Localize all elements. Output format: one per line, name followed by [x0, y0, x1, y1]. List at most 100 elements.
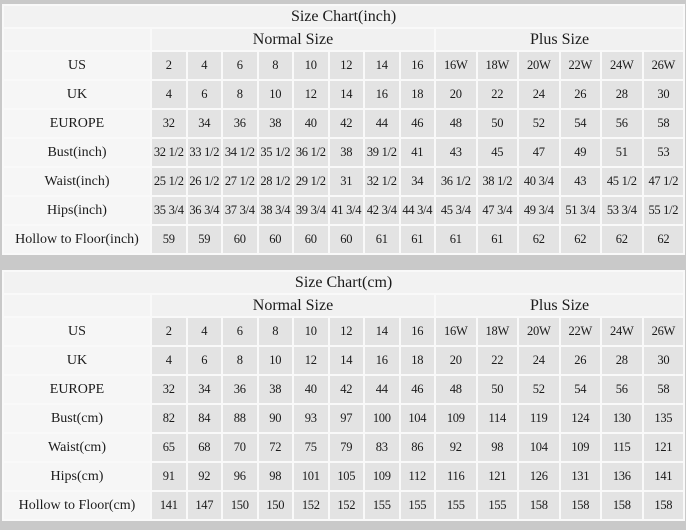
size-cell: 60: [256, 224, 294, 255]
size-cell: 6: [221, 50, 259, 81]
size-cell: 12: [292, 345, 330, 376]
size-cell: 55 1/2: [641, 195, 686, 226]
size-cell: 62: [600, 224, 644, 255]
row-label: Hollow to Floor(inch): [2, 224, 152, 255]
size-cell: 38: [256, 374, 294, 405]
size-cell: 27 1/2: [221, 166, 259, 197]
size-cell: 6: [221, 316, 259, 347]
size-cell: 36 1/2: [292, 137, 330, 168]
group-header-normal-size: Normal Size: [150, 27, 436, 52]
size-cell: 39 3/4: [292, 195, 330, 226]
size-cell: 97: [327, 403, 365, 434]
size-cell: 47 1/2: [641, 166, 686, 197]
size-cell: 158: [641, 490, 686, 521]
size-cell: 44: [363, 108, 401, 139]
size-cell: 16: [398, 50, 436, 81]
row-label: Bust(inch): [2, 137, 152, 168]
size-cell: 22W: [558, 50, 602, 81]
size-cell: 152: [292, 490, 330, 521]
size-cell: 155: [363, 490, 401, 521]
size-cell: 147: [185, 490, 223, 521]
row-label: Hollow to Floor(cm): [2, 490, 152, 521]
size-cell: 98: [256, 461, 294, 492]
size-cell: 33 1/2: [185, 137, 223, 168]
size-cell: 130: [600, 403, 644, 434]
table-title-row: Size Chart(inch): [1, 4, 686, 29]
size-cell: 83: [363, 432, 401, 463]
table-row: US 2 4 6 8 10 12 14 16 16W 18W 20W 22W 24W 26W: [2, 316, 686, 347]
size-cell: 49 3/4: [517, 195, 561, 226]
size-cell: 93: [292, 403, 330, 434]
size-cell: 43: [558, 166, 602, 197]
size-cell: 4: [185, 316, 223, 347]
size-cell: 24W: [600, 50, 644, 81]
size-cell: 88: [221, 403, 259, 434]
size-cell: 2: [150, 316, 188, 347]
size-cell: 58: [641, 374, 686, 405]
size-cell: 60: [327, 224, 365, 255]
size-cell: 158: [600, 490, 644, 521]
table-row: Hips(inch) 35 3/4 36 3/4 37 3/4 38 3/4 39 3/4…: [2, 195, 686, 226]
size-cell: 4: [185, 50, 223, 81]
size-cell: 100: [363, 403, 401, 434]
size-cell: 112: [398, 461, 436, 492]
size-cell: 92: [434, 432, 478, 463]
size-cell: 82: [150, 403, 188, 434]
size-cell: 39 1/2: [363, 137, 401, 168]
size-cell: 10: [256, 345, 294, 376]
size-cell: 32 1/2: [150, 137, 188, 168]
size-cell: 36: [221, 374, 259, 405]
size-cell: 34 1/2: [221, 137, 259, 168]
size-cell: 70: [221, 432, 259, 463]
size-cell: 12: [327, 50, 365, 81]
size-cell: 62: [517, 224, 561, 255]
size-cell: 46: [398, 374, 436, 405]
size-cell: 52: [517, 108, 561, 139]
size-cell: 53 3/4: [600, 195, 644, 226]
size-cell: 45 1/2: [600, 166, 644, 197]
size-cell: 28 1/2: [256, 166, 294, 197]
group-header-plus-size: Plus Size: [433, 293, 686, 318]
size-cell: 44: [363, 374, 401, 405]
size-cell: 61: [434, 224, 478, 255]
size-cell: 28: [600, 345, 644, 376]
size-cell: 18W: [475, 50, 519, 81]
size-cell: 155: [475, 490, 519, 521]
size-cell: 10: [292, 316, 330, 347]
size-cell: 14: [327, 345, 365, 376]
size-cell: 38 3/4: [256, 195, 294, 226]
size-cell: 36 3/4: [185, 195, 223, 226]
size-cell: 16W: [434, 50, 478, 81]
table-row: Bust(inch) 32 1/2 33 1/2 34 1/2 35 1/2 36 1/2…: [2, 137, 686, 168]
size-cell: 158: [517, 490, 561, 521]
size-cell: 59: [185, 224, 223, 255]
size-cell: 54: [558, 374, 602, 405]
size-cell: 84: [185, 403, 223, 434]
size-cell: 36 1/2: [434, 166, 478, 197]
size-cell: 12: [292, 79, 330, 110]
size-cell: 40: [292, 374, 330, 405]
size-cell: 79: [327, 432, 365, 463]
size-cell: 42 3/4: [363, 195, 401, 226]
size-cell: 24W: [600, 316, 644, 347]
size-cell: 51: [600, 137, 644, 168]
size-cell: 32: [150, 108, 188, 139]
size-cell: 26W: [641, 50, 686, 81]
row-label: UK: [2, 79, 152, 110]
size-cell: 50: [475, 108, 519, 139]
size-cell: 4: [150, 79, 188, 110]
size-cell: 37 3/4: [221, 195, 259, 226]
size-cell: 124: [558, 403, 602, 434]
row-label: Bust(cm): [2, 403, 152, 434]
size-cell: 18: [398, 345, 436, 376]
size-cell: 119: [517, 403, 561, 434]
size-cell: 47 3/4: [475, 195, 519, 226]
size-cell: 8: [256, 50, 294, 81]
corner-cell: [2, 293, 152, 318]
size-cell: 101: [292, 461, 330, 492]
size-cell: 126: [517, 461, 561, 492]
size-cell: 38 1/2: [475, 166, 519, 197]
table-row: UK 4 6 8 10 12 14 16 18 20 22 24 26 28 30: [2, 345, 686, 376]
size-cell: 155: [434, 490, 478, 521]
